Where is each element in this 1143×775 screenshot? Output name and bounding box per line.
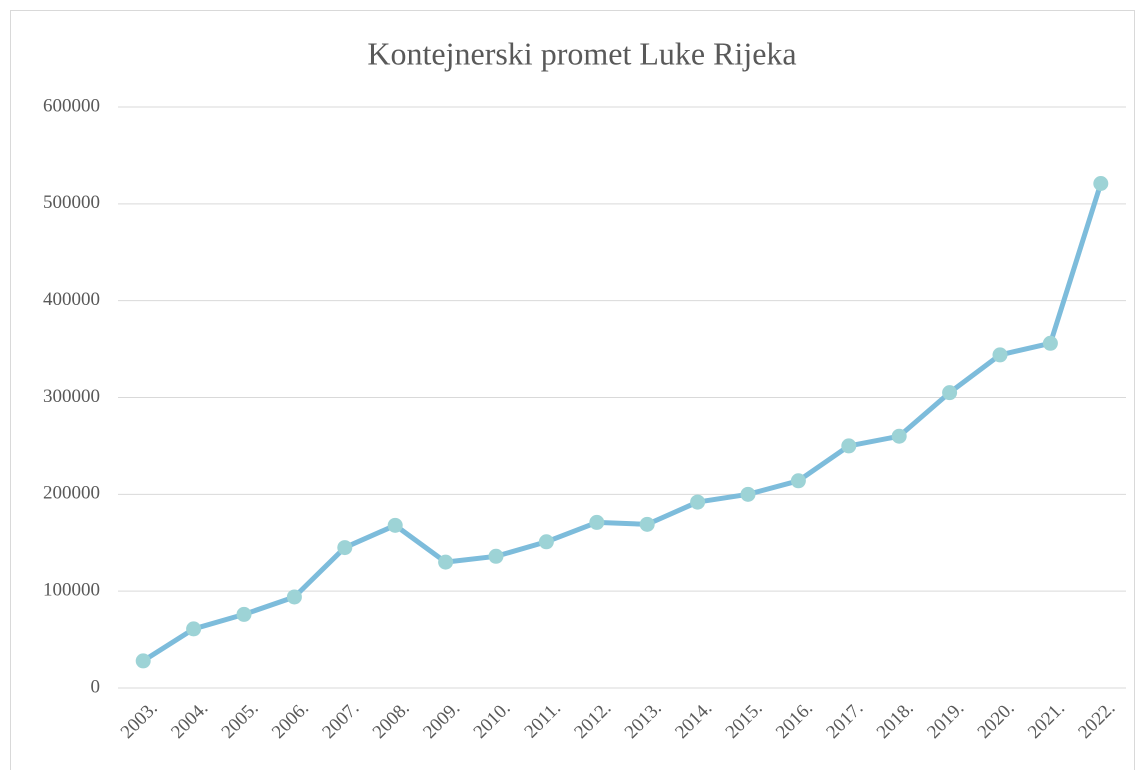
marker	[589, 514, 605, 530]
y-tick-label: 200000	[43, 483, 100, 504]
marker	[186, 621, 202, 637]
y-tick-label: 500000	[43, 192, 100, 213]
marker	[538, 534, 554, 550]
marker	[790, 473, 806, 489]
y-tick-label: 400000	[43, 289, 100, 310]
marker	[488, 548, 504, 564]
chart-frame	[10, 10, 1135, 775]
marker	[942, 385, 958, 401]
y-tick-label: 300000	[43, 386, 100, 407]
marker	[236, 606, 252, 622]
marker	[286, 589, 302, 605]
marker	[387, 517, 403, 533]
line	[140, 180, 1104, 664]
marker	[992, 347, 1008, 363]
marker	[438, 554, 454, 570]
marker	[1042, 335, 1058, 351]
marker	[740, 486, 756, 502]
y-tick-label: 0	[91, 676, 101, 697]
marker	[337, 540, 353, 556]
marker	[891, 428, 907, 444]
y-tick-label: 600000	[43, 95, 100, 116]
marker	[639, 516, 655, 532]
marker	[1093, 175, 1109, 191]
y-tick-label: 100000	[43, 580, 100, 601]
marker	[690, 494, 706, 510]
chart-title: Kontejnerski promet Luke Rijeka	[367, 35, 796, 71]
marker	[135, 653, 151, 669]
marker	[841, 438, 857, 454]
